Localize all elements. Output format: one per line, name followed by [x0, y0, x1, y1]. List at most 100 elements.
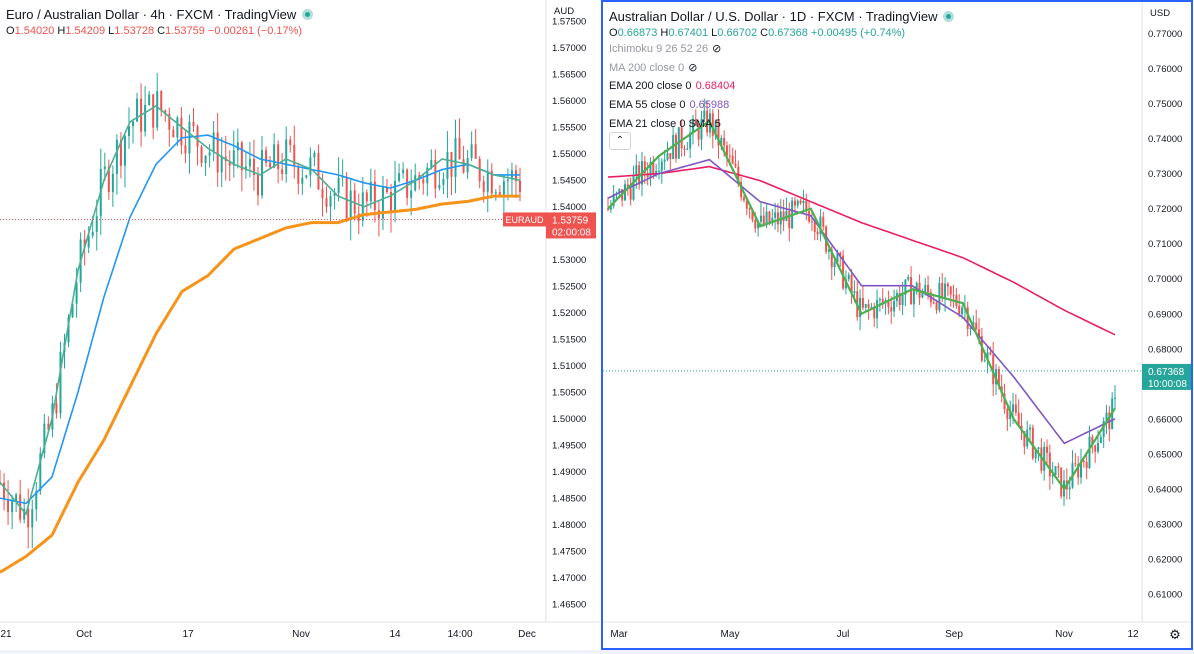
indicator-ema200[interactable]: EMA 200 close 0 0.68404: [609, 80, 735, 92]
countdown-tag: 02:00:08: [552, 227, 591, 238]
candle-body: [1068, 487, 1071, 490]
candle-body: [474, 144, 477, 159]
time-tick-label: Nov: [1055, 629, 1073, 640]
candle-body: [1031, 427, 1034, 459]
candle-body: [381, 187, 384, 219]
high-value: 1.54209: [65, 25, 106, 37]
open-value: 1.54020: [14, 25, 55, 37]
candle-body: [915, 282, 918, 291]
candle-body: [652, 161, 655, 174]
candle-body: [1099, 436, 1102, 444]
candle-body: [1012, 404, 1015, 412]
indicator-ma200[interactable]: MA 200 close 0 ⊘: [609, 61, 698, 75]
candle-body: [494, 192, 497, 194]
low-value: 0.66702: [717, 27, 758, 39]
price-tick-label: 1.51000: [552, 361, 586, 372]
candle-body: [697, 125, 700, 140]
price-tick-label: 1.48000: [552, 520, 586, 531]
candle-body: [927, 284, 930, 293]
gear-icon[interactable]: ⚙: [1169, 627, 1181, 642]
candle-body: [390, 192, 393, 213]
indicator-label: MA 200 close 0: [609, 61, 685, 74]
indicator-ichimoku[interactable]: Ichimoku 9 26 52 26 ⊘: [609, 42, 722, 56]
indicator-ema55[interactable]: EMA 55 close 0 0.65988: [609, 99, 729, 111]
euraud-chart-pane[interactable]: 1.57500 1.57000 1.56500 1.56000 1.55500 1.550…: [0, 0, 600, 650]
currency-label: USD: [1150, 8, 1170, 19]
candle-body: [454, 138, 457, 177]
candle-body: [333, 192, 336, 196]
candle-body: [946, 283, 949, 287]
candle-body: [686, 148, 689, 150]
indicator-label: Ichimoku 9 26 52 26: [609, 42, 709, 55]
candle-body: [878, 299, 881, 301]
time-tick-label: 21: [0, 629, 12, 640]
audusd-chart[interactable]: 0.77000 0.76000 0.75000 0.74000 0.73000 0.720…: [603, 2, 1191, 648]
candle-body: [27, 508, 30, 528]
candle-body: [329, 195, 332, 207]
eye-hidden-icon[interactable]: ⊘: [688, 62, 698, 74]
candle-body: [1051, 475, 1054, 477]
candle-body: [901, 294, 904, 306]
candle-body: [731, 155, 734, 164]
candle-body: [200, 146, 203, 164]
candle-body: [59, 351, 62, 414]
symbol-title[interactable]: Euro / Australian Dollar · 4h · FXCM · T…: [6, 6, 314, 23]
candle-body: [506, 179, 509, 182]
candle-body: [482, 181, 485, 192]
collapse-legend-button[interactable]: ⌃: [609, 132, 631, 150]
price-tick-label: 0.70000: [1148, 274, 1182, 285]
ohlc-values: O1.54020 H1.54209 L1.53728 C1.53759 −0.0…: [6, 25, 303, 37]
price-tick-label: 1.57500: [552, 17, 586, 28]
time-tick-label: Nov: [292, 629, 310, 640]
symbol-title-text: Australian Dollar / U.S. Dollar · 1D · F…: [609, 9, 938, 24]
candle-body: [434, 160, 437, 189]
candle-body: [1017, 412, 1020, 426]
candle-body: [742, 197, 745, 201]
candle-body: [754, 220, 757, 229]
market-status-icon[interactable]: [943, 11, 955, 22]
candle-body: [160, 91, 163, 111]
candle-body: [373, 181, 376, 211]
price-tick-label: 1.56000: [552, 96, 586, 107]
candle-body: [714, 120, 717, 136]
eye-hidden-icon[interactable]: ⊘: [712, 43, 722, 55]
candle-body: [1043, 446, 1046, 471]
candle-body: [148, 94, 151, 105]
price-tag-bg: [546, 212, 596, 239]
candle-body: [220, 156, 223, 173]
price-tick-label: 0.63000: [1148, 519, 1182, 530]
candle-body: [385, 187, 388, 193]
candle-body: [810, 221, 813, 223]
currency-label: AUD: [554, 6, 574, 17]
candle-body: [853, 291, 856, 293]
candle-body: [609, 205, 612, 210]
symbol-title[interactable]: Australian Dollar / U.S. Dollar · 1D · F…: [609, 8, 955, 25]
candle-body: [958, 305, 961, 315]
indicator-ema21[interactable]: EMA 21 close 0 SMA 5: [609, 118, 721, 130]
candle-body: [646, 173, 649, 178]
audusd-chart-pane[interactable]: 0.77000 0.76000 0.75000 0.74000 0.73000 0.720…: [601, 0, 1193, 650]
candle-body: [717, 120, 720, 146]
candle-body: [502, 181, 505, 195]
candle-body: [47, 423, 50, 430]
candle-body: [978, 329, 981, 337]
euraud-chart[interactable]: 1.57500 1.57000 1.56500 1.56000 1.55500 1.550…: [0, 0, 600, 650]
candle-body: [394, 180, 397, 213]
low-value: 1.53728: [114, 25, 155, 37]
chart-legend: Australian Dollar / U.S. Dollar · 1D · F…: [609, 8, 955, 42]
time-tick-label: Dec: [518, 629, 536, 640]
candle-body: [248, 158, 251, 167]
candle-body: [992, 354, 995, 385]
candle-body: [850, 274, 853, 293]
price-tick-label: 1.52000: [552, 308, 586, 319]
candle-body: [864, 304, 867, 308]
candle-body: [887, 300, 890, 307]
price-tick-label: 0.65000: [1148, 449, 1182, 460]
candle-body: [870, 306, 873, 308]
candle-body: [663, 159, 666, 162]
market-status-icon[interactable]: [302, 9, 314, 20]
price-tick-label: 0.74000: [1148, 134, 1182, 145]
candle-body: [952, 294, 955, 296]
candle-body: [132, 121, 135, 127]
price-tick-label: 1.49500: [552, 441, 586, 452]
